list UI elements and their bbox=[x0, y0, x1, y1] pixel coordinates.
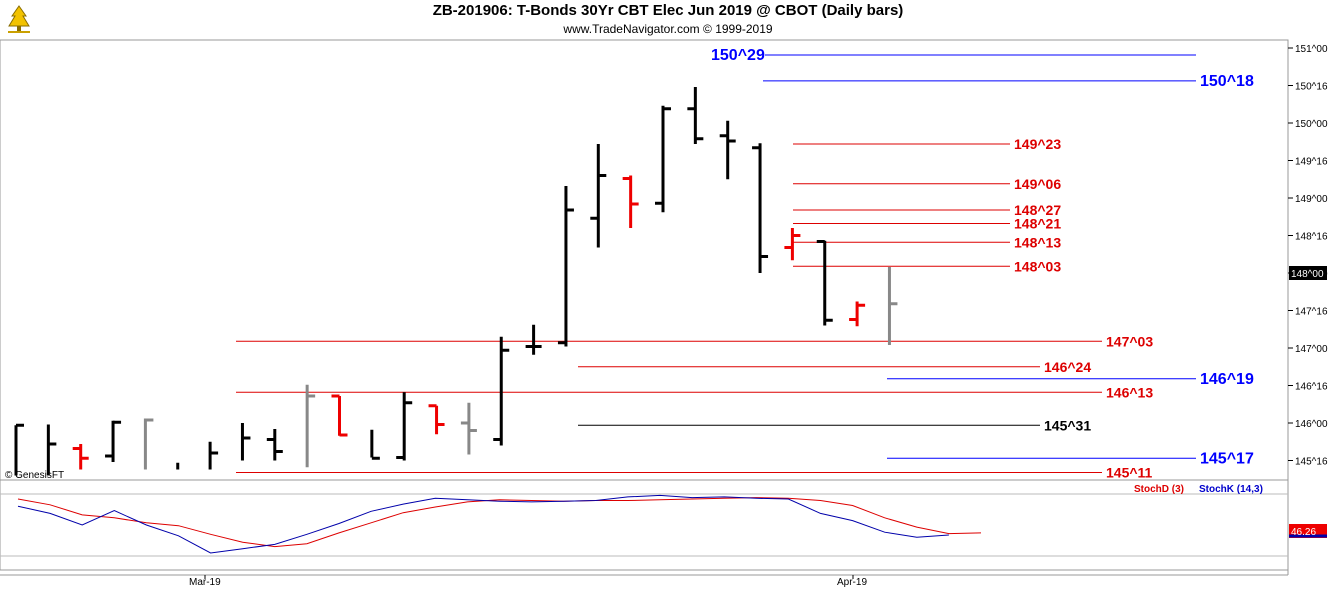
stochastic-lines bbox=[17, 494, 982, 554]
chart-title: ZB-201906: T-Bonds 30Yr CBT Elec Jun 201… bbox=[432, 2, 904, 19]
price-tick-label: 150^00 bbox=[1295, 119, 1328, 130]
last-price-label: 148^00 bbox=[1291, 269, 1324, 280]
price-tick-label: 149^00 bbox=[1295, 194, 1328, 205]
date-tick-label: Apr-19 bbox=[837, 577, 867, 588]
price-tick-label: 149^16 bbox=[1295, 157, 1328, 168]
price-panel-frame bbox=[0, 39, 1289, 481]
level-label: 147^03 bbox=[1106, 333, 1153, 349]
date-tick-label: Mar-19 bbox=[189, 577, 221, 588]
price-tick-label: 146^16 bbox=[1295, 382, 1328, 393]
level-label: 145^11 bbox=[1106, 465, 1153, 481]
price-tick-label: 148^16 bbox=[1295, 232, 1328, 243]
level-label: 148^03 bbox=[1014, 258, 1061, 274]
level-label: 148^27 bbox=[1014, 202, 1061, 218]
price-axis-ticks: 151^00 150^16 150^00 149^16 149^00 148^16 148^… bbox=[1288, 44, 1328, 468]
genesis-logo-icon bbox=[4, 4, 34, 34]
level-label: 150^18 bbox=[1200, 73, 1254, 90]
level-label: 146^13 bbox=[1106, 384, 1153, 400]
stochd-line bbox=[17, 497, 982, 548]
level-label: 148^21 bbox=[1014, 216, 1061, 232]
price-tick-label: 150^16 bbox=[1295, 82, 1328, 93]
price-tick-label: 146^00 bbox=[1295, 419, 1328, 430]
price-bars bbox=[14, 87, 898, 476]
stoch-last-label: 46.26 bbox=[1291, 527, 1316, 538]
level-label: 149^23 bbox=[1014, 136, 1061, 152]
level-label: 148^13 bbox=[1014, 234, 1061, 250]
price-tick-label: 145^16 bbox=[1295, 457, 1328, 468]
legend-stochd: StochD (3) bbox=[1134, 484, 1184, 495]
price-tick-label: 151^00 bbox=[1295, 44, 1328, 55]
price-tick-label: 147^16 bbox=[1295, 307, 1328, 318]
level-label: 145^31 bbox=[1044, 417, 1091, 433]
level-label: 149^06 bbox=[1014, 176, 1061, 192]
level-label: 146^19 bbox=[1200, 371, 1254, 388]
price-tick-label: 147^00 bbox=[1295, 344, 1328, 355]
copyright-label: © GenesisFT bbox=[5, 470, 64, 481]
level-label: 146^24 bbox=[1044, 359, 1091, 375]
level-label: 145^17 bbox=[1200, 450, 1254, 467]
stochk-line bbox=[17, 494, 949, 554]
date-axis-ticks: Mar-19 Apr-19 bbox=[189, 575, 867, 588]
chart-subtitle: www.TradeNavigator.com © 1999-2019 bbox=[563, 22, 773, 36]
last-price-box bbox=[1289, 266, 1327, 280]
level-label: 150^29 bbox=[711, 47, 765, 64]
legend-stochk: StochK (14,3) bbox=[1199, 484, 1263, 495]
